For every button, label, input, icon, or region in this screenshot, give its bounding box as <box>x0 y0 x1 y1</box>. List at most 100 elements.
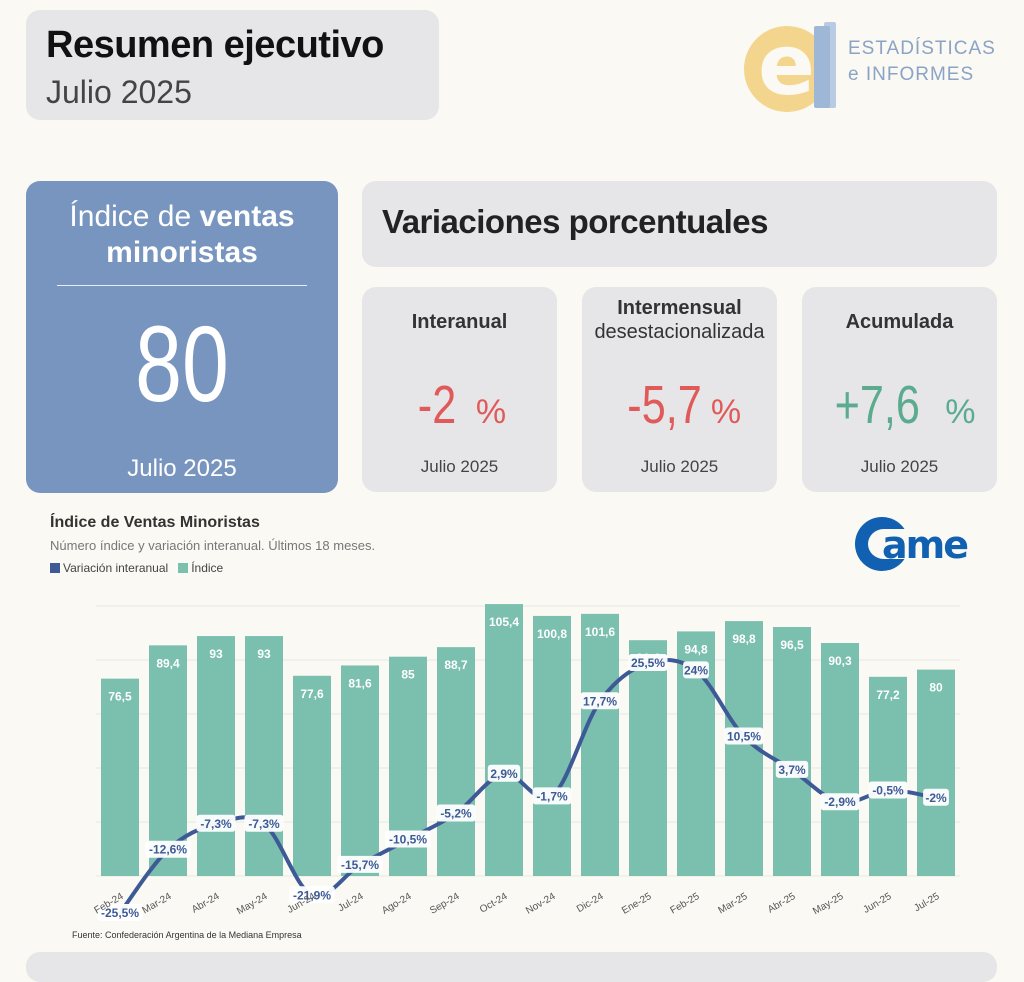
legend-item-variacion: Variación interanual <box>50 561 168 575</box>
bar-label: 76,5 <box>108 690 132 704</box>
card-intermensual: Intermensual desestacionalizada -5,7% Jul… <box>582 287 777 492</box>
x-tick-label: Ene-25 <box>620 891 654 917</box>
bar <box>773 627 811 876</box>
card-date: Julio 2025 <box>640 457 719 476</box>
kpi-label: Índice de ventas minoristas <box>69 200 295 269</box>
logo-bar-icon <box>814 26 830 108</box>
card-value: -5,7% <box>627 375 742 435</box>
line-label-bg <box>289 886 335 904</box>
line-label-bg <box>487 764 521 782</box>
x-tick-label: Dic-24 <box>575 891 606 915</box>
came-logo: ame <box>855 517 969 571</box>
line-label: -2% <box>925 791 947 805</box>
variation-line <box>118 657 938 915</box>
x-tick-label: Jul-25 <box>912 891 941 914</box>
x-tick-label: Oct-24 <box>478 891 510 916</box>
line-label: -15,7% <box>341 858 379 872</box>
line-label-bg <box>868 781 908 799</box>
variations-header: Variaciones porcentuales <box>362 181 997 267</box>
bar-label: 105,4 <box>489 615 519 629</box>
bar-label: 100,8 <box>537 627 567 641</box>
title-box: Resumen ejecutivo Julio 2025 <box>26 10 439 120</box>
line-label: 2,9% <box>490 767 518 781</box>
line-label: 25,5% <box>631 656 665 670</box>
line-label-bg <box>196 814 236 832</box>
card-label: Intermensual desestacionalizada <box>594 297 765 343</box>
line-label: -25,5% <box>101 906 139 920</box>
card-value: +7,6 % <box>834 375 976 435</box>
line-label: -2,9% <box>824 795 856 809</box>
logo-text-line2: e INFORMES <box>848 64 975 85</box>
legend-item-indice: Índice <box>178 561 223 575</box>
bar <box>917 669 955 876</box>
bar <box>101 678 139 876</box>
line-label-bg <box>580 692 620 710</box>
kpi-ventas-minoristas: Índice de ventas minoristas 80 Julio 202… <box>26 181 338 493</box>
line-label: -10,5% <box>389 832 427 846</box>
x-tick-label: Mar-24 <box>141 891 174 917</box>
line-label-bg <box>436 804 476 822</box>
card-value: -2 % <box>417 375 507 435</box>
line-label-bg <box>724 727 764 745</box>
line-label-bg <box>97 903 143 921</box>
bar <box>437 647 475 876</box>
x-tick-label: Abr-24 <box>190 891 222 916</box>
bar <box>293 675 331 876</box>
line-label-bg <box>775 760 809 778</box>
x-tick-label: Feb-25 <box>669 891 702 917</box>
bottom-panel <box>26 952 997 982</box>
line-label-bg <box>145 840 191 858</box>
bar-label: 93 <box>209 647 223 661</box>
line-label: -7,3% <box>248 817 280 831</box>
bar-label: 77,6 <box>300 687 324 701</box>
bar-label: 89,4 <box>156 656 180 670</box>
svg-text:ame: ame <box>882 523 967 567</box>
line-label: 17,7% <box>583 694 617 708</box>
bar <box>197 636 235 876</box>
card-acumulada: Acumulada +7,6 % Julio 2025 <box>802 287 997 492</box>
logo-e-icon: e <box>758 16 815 114</box>
x-tick-label: Nov-24 <box>524 891 558 917</box>
line-label: -12,6% <box>149 843 187 857</box>
bar-label: 85 <box>401 668 415 682</box>
line-label: 24% <box>684 663 708 677</box>
bar <box>485 604 523 876</box>
line-label-bg <box>628 654 668 672</box>
bar <box>821 643 859 876</box>
x-tick-label: May-24 <box>235 891 270 917</box>
chart-subtitle: Número índice y variación interanual. Úl… <box>50 538 376 553</box>
bar-label: 96,5 <box>780 638 804 652</box>
kpi-value: 80 <box>135 303 229 424</box>
bar-label: 90,3 <box>828 654 852 668</box>
line-label: 3,7% <box>778 763 806 777</box>
chart-legend: Variación interanual Índice <box>50 561 223 575</box>
retail-sales-chart: 76,5 89,4 93 93 77,6 81,6 85 88,7 105,4 100,8 101,… <box>93 604 960 921</box>
line-label-bg <box>532 787 572 805</box>
line-label-bg <box>820 793 860 811</box>
line-label: -21,9% <box>293 888 331 902</box>
card-date: Julio 2025 <box>860 457 939 476</box>
bar-label: 94,8 <box>684 642 708 656</box>
estadisticas-logo: e ESTADÍSTICAS e INFORMES <box>744 16 1014 117</box>
line-label-bg <box>923 788 949 806</box>
bar <box>245 636 283 876</box>
x-tick-label: Jun-25 <box>862 891 894 916</box>
chart-source: Fuente: Confederación Argentina de la Me… <box>72 930 302 940</box>
kpi-date: Julio 2025 <box>127 455 237 482</box>
bar-label: 98,8 <box>732 632 756 646</box>
x-tick-label: Sep-24 <box>428 891 462 917</box>
bar-label: 88,7 <box>444 658 468 672</box>
bar <box>629 640 667 876</box>
line-label: -0,5% <box>872 783 904 797</box>
bar <box>581 613 619 876</box>
x-tick-label: Jul-24 <box>336 891 365 914</box>
page-title: Resumen ejecutivo <box>46 24 384 66</box>
bar <box>341 665 379 876</box>
card-label: Interanual <box>411 311 508 333</box>
bar <box>533 615 571 876</box>
bar-label: 77,2 <box>876 688 900 702</box>
card-interanual: Interanual -2 % Julio 2025 <box>362 287 557 492</box>
chart-title: Índice de Ventas Minoristas <box>50 514 260 531</box>
x-tick-label: Mar-25 <box>717 891 750 917</box>
card-label: Acumulada <box>845 311 954 333</box>
